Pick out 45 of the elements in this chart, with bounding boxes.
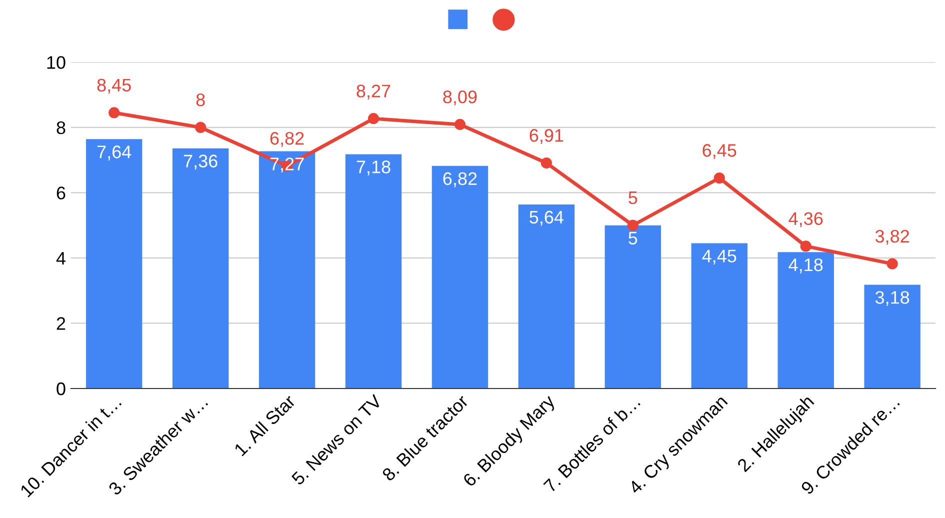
data-label: 8 (196, 93, 205, 106)
bar (172, 148, 229, 388)
data-label: 6,91 (530, 129, 564, 144)
data-label: 4,45 (702, 250, 736, 265)
data-label: 3,18 (875, 291, 910, 306)
data-label: 5 (628, 192, 638, 204)
bar (691, 243, 748, 388)
bar (864, 284, 920, 388)
bar (778, 252, 834, 388)
data-label: 8,27 (356, 84, 390, 100)
bar (258, 151, 316, 388)
point (368, 113, 380, 124)
y-tick-label: 4 (56, 252, 66, 265)
point (800, 240, 812, 252)
point (627, 220, 638, 231)
y-tick-label: 8 (56, 121, 66, 134)
point (886, 258, 898, 270)
data-label: 5,64 (530, 210, 564, 226)
data-label: 6,82 (270, 132, 304, 147)
data-label: 7,64 (97, 146, 132, 160)
point (540, 157, 552, 169)
y-tick-label: 2 (56, 317, 66, 330)
data-label: 6,45 (702, 144, 736, 159)
data-label: 4,18 (788, 258, 823, 274)
data-label: 6,82 (443, 172, 477, 188)
bar (518, 204, 575, 388)
data-label: 8,09 (443, 90, 477, 106)
y-tick-label: 6 (56, 186, 66, 200)
y-tick-label: 10 (47, 56, 66, 69)
data-label: 3,82 (875, 230, 909, 245)
data-label: 7,36 (184, 154, 218, 170)
data-label: 4,36 (788, 212, 823, 228)
bar (86, 139, 142, 388)
y-tick-label: 0 (56, 382, 66, 396)
point (714, 172, 725, 184)
x-tick-label: 1. All Star (233, 394, 296, 456)
point (195, 122, 206, 133)
point (454, 118, 466, 130)
bar (604, 225, 662, 388)
data-label: 7,18 (356, 160, 390, 176)
data-label: 5 (628, 232, 638, 244)
data-label: 8,45 (97, 78, 131, 94)
point (108, 107, 120, 118)
bar (345, 154, 402, 388)
bar (432, 166, 488, 388)
